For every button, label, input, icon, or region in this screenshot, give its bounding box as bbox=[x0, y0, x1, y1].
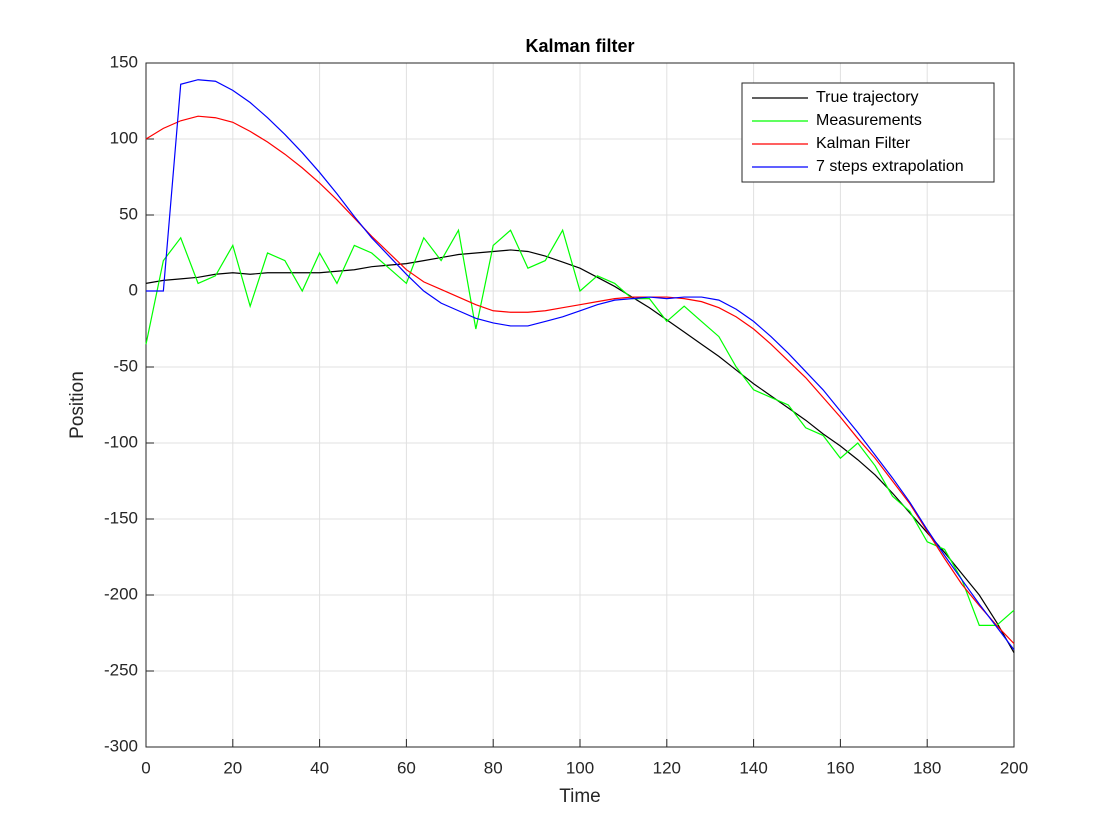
y-tick-label: -50 bbox=[113, 356, 138, 375]
x-tick-label: 100 bbox=[566, 758, 594, 777]
y-tick-label: -300 bbox=[104, 736, 138, 755]
x-tick-label: 60 bbox=[397, 758, 416, 777]
y-tick-label: 50 bbox=[119, 204, 138, 223]
x-tick-label: 40 bbox=[310, 758, 329, 777]
series-line bbox=[145, 228, 1015, 626]
plot-frame bbox=[145, 62, 1015, 748]
y-tick-label: -100 bbox=[104, 432, 138, 451]
y-tick-label: -250 bbox=[104, 660, 138, 679]
x-tick-label: 120 bbox=[653, 758, 681, 777]
x-tick-label: 140 bbox=[739, 758, 767, 777]
legend-label: True trajectory bbox=[816, 89, 919, 106]
x-tick-label: 180 bbox=[913, 758, 941, 777]
x-tick-label: 80 bbox=[484, 758, 503, 777]
y-tick-label: 100 bbox=[110, 128, 138, 147]
series-line bbox=[145, 115, 1015, 645]
x-axis-label: Time bbox=[559, 786, 601, 807]
series-line bbox=[145, 249, 1015, 654]
y-tick-label: 150 bbox=[110, 52, 138, 71]
series-line bbox=[146, 79, 1015, 651]
y-tick-label: -200 bbox=[104, 584, 138, 603]
legend-label: Measurements bbox=[816, 112, 922, 129]
x-tick-label: 160 bbox=[826, 758, 854, 777]
chart-title: Kalman filter bbox=[525, 36, 634, 56]
legend-box bbox=[741, 82, 995, 183]
y-tick-label: -150 bbox=[104, 508, 138, 527]
legend-label: Kalman Filter bbox=[816, 135, 911, 152]
x-tick-label: 20 bbox=[223, 758, 242, 777]
legend-label: 7 steps extrapolation bbox=[816, 158, 964, 175]
y-axis-label: Position bbox=[67, 371, 88, 439]
y-tick-label: 0 bbox=[129, 280, 138, 299]
x-tick-label: 200 bbox=[1000, 758, 1028, 777]
x-tick-label: 0 bbox=[141, 758, 150, 777]
